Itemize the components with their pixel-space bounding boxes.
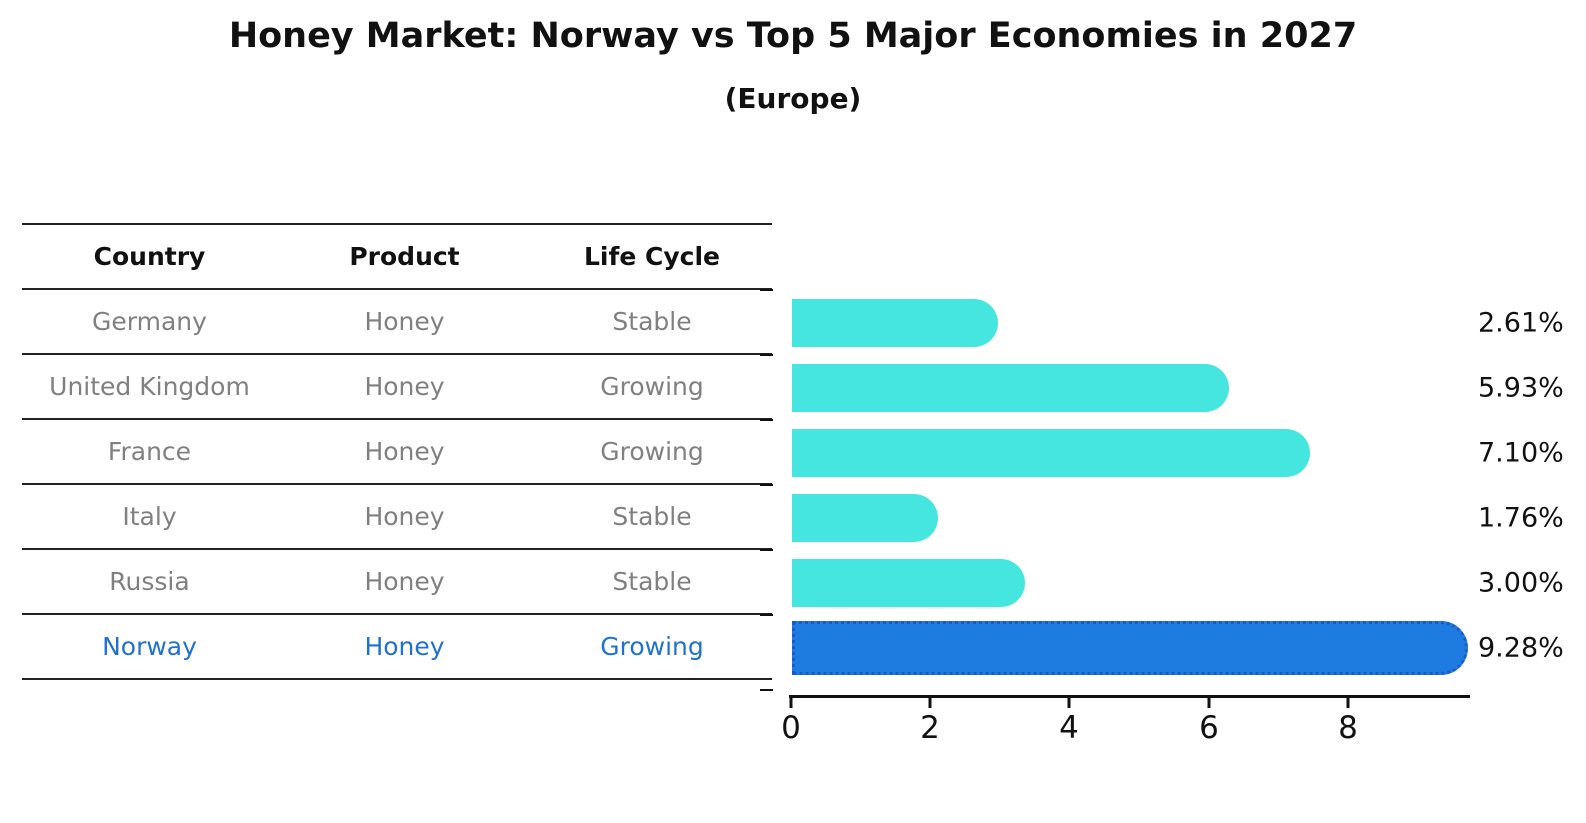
cell-product: Honey bbox=[364, 437, 445, 466]
cell-life-cycle: Growing bbox=[600, 632, 704, 661]
table-header-row: Country Product Life Cycle bbox=[22, 223, 772, 288]
chart-title: Honey Market: Norway vs Top 5 Major Econ… bbox=[228, 16, 1358, 56]
y-axis-tick bbox=[760, 689, 773, 691]
y-axis-tick bbox=[760, 289, 773, 291]
bar-germany bbox=[792, 299, 998, 347]
value-label: 3.00% bbox=[1478, 567, 1564, 599]
x-axis-line bbox=[789, 695, 1470, 698]
y-axis-tick bbox=[760, 549, 773, 551]
table-row-united-kingdom: United Kingdom Honey Growing bbox=[22, 353, 772, 418]
value-label: 1.76% bbox=[1478, 502, 1564, 534]
bar-russia bbox=[792, 559, 1025, 607]
table-row-italy: Italy Honey Stable bbox=[22, 483, 772, 548]
cell-country: France bbox=[107, 437, 192, 466]
table-row-russia: Russia Honey Stable bbox=[22, 548, 772, 613]
value-label: 2.61% bbox=[1478, 307, 1564, 339]
cell-product: Honey bbox=[364, 632, 445, 661]
y-axis-tick bbox=[760, 419, 773, 421]
cell-country: Russia bbox=[109, 567, 190, 596]
table-row-norway: Norway Honey Growing bbox=[22, 613, 772, 678]
bar-france bbox=[792, 429, 1310, 477]
header-country: Country bbox=[93, 242, 206, 271]
cell-country: Norway bbox=[102, 632, 197, 661]
tick-mark bbox=[1067, 696, 1071, 708]
cell-product: Honey bbox=[364, 307, 445, 336]
tick-label: 4 bbox=[1059, 710, 1079, 746]
tick-label: 6 bbox=[1199, 710, 1219, 746]
table-row-france: France Honey Growing bbox=[22, 418, 772, 483]
cell-product: Honey bbox=[364, 502, 445, 531]
value-label: 7.10% bbox=[1478, 437, 1564, 469]
header-life-cycle: Life Cycle bbox=[583, 242, 721, 271]
y-axis-tick bbox=[760, 484, 773, 486]
cell-life-cycle: Stable bbox=[612, 502, 692, 531]
cell-life-cycle: Stable bbox=[612, 567, 692, 596]
y-axis-tick bbox=[760, 614, 773, 616]
header-product: Product bbox=[349, 242, 460, 271]
tick-mark bbox=[1207, 696, 1211, 708]
tick-label: 2 bbox=[920, 710, 940, 746]
bar-united-kingdom bbox=[792, 364, 1229, 412]
chart-subtitle: (Europe) bbox=[724, 82, 862, 115]
cell-life-cycle: Stable bbox=[612, 307, 692, 336]
cell-product: Honey bbox=[364, 567, 445, 596]
bar-italy bbox=[792, 494, 938, 542]
cell-country: Germany bbox=[92, 307, 207, 336]
tick-label: 0 bbox=[781, 710, 801, 746]
cell-life-cycle: Growing bbox=[600, 372, 704, 401]
value-label: 9.28% bbox=[1478, 632, 1564, 664]
cell-product: Honey bbox=[364, 372, 445, 401]
value-label: 5.93% bbox=[1478, 372, 1564, 404]
tick-mark bbox=[789, 696, 793, 708]
country-table: Country Product Life Cycle Germany Honey… bbox=[22, 223, 772, 680]
cell-country: United Kingdom bbox=[49, 372, 250, 401]
tick-mark bbox=[1346, 696, 1350, 708]
table-row-germany: Germany Honey Stable bbox=[22, 288, 772, 353]
cell-country: Italy bbox=[122, 502, 177, 531]
bar-norway bbox=[792, 621, 1468, 675]
cell-life-cycle: Growing bbox=[600, 437, 704, 466]
tick-label: 8 bbox=[1338, 710, 1358, 746]
y-axis-tick bbox=[760, 354, 773, 356]
tick-mark bbox=[928, 696, 932, 708]
